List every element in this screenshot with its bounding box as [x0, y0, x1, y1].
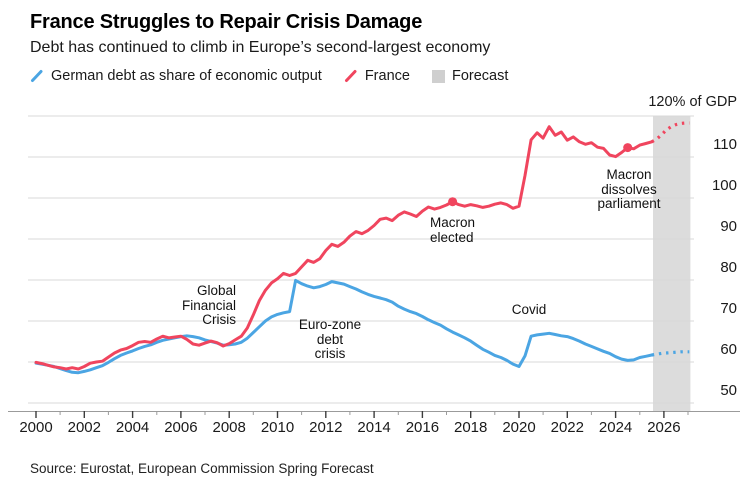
- x-tick-label-2022: 2022: [550, 419, 584, 436]
- y-tick-label-60: 60: [720, 341, 737, 358]
- annotation-4: Macron dissolves parliament: [597, 167, 661, 211]
- france-line-icon: [344, 70, 357, 82]
- x-tick-label-2020: 2020: [502, 419, 536, 436]
- legend-label-france: France: [364, 68, 410, 84]
- y-tick-label-110: 110: [713, 136, 737, 153]
- source-note: Source: Eurostat, European Commission Sp…: [30, 461, 374, 476]
- france-event-dot: [448, 197, 458, 207]
- x-tick-label-2002: 2002: [67, 419, 101, 436]
- y-tick-label-80: 80: [720, 259, 737, 276]
- x-tick-label-2024: 2024: [598, 419, 633, 436]
- x-tick-label-2016: 2016: [405, 419, 440, 436]
- legend-item-france: France: [344, 68, 410, 84]
- y-tick-label-90: 90: [720, 218, 737, 235]
- legend-label-germany: German debt as share of economic output: [51, 68, 322, 84]
- germany-line-icon: [31, 70, 43, 82]
- x-tick-label-2000: 2000: [19, 419, 53, 436]
- forecast-band: [653, 116, 691, 411]
- x-tick-label-2026: 2026: [647, 419, 681, 436]
- x-tick-label-2006: 2006: [164, 419, 198, 436]
- x-tick-label-2012: 2012: [309, 419, 343, 436]
- legend-item-forecast: Forecast: [431, 68, 509, 84]
- annotation-1: Euro-zone debt crisis: [298, 317, 362, 361]
- x-tick-label-2010: 2010: [260, 419, 295, 436]
- legend-item-germany: German debt as share of economic output: [30, 68, 322, 84]
- germany-line: [34, 278, 654, 375]
- forecast-swatch-icon: [431, 69, 445, 83]
- france-event-dot: [623, 143, 633, 153]
- legend-label-forecast: Forecast: [451, 68, 509, 84]
- annotation-0: Global Financial Crisis: [181, 283, 236, 327]
- y-tick-label-70: 70: [720, 300, 737, 317]
- legend: German debt as share of economic output …: [30, 68, 530, 84]
- annotation-3: Covid: [511, 302, 547, 317]
- x-tick-label-2014: 2014: [357, 419, 391, 436]
- france-line: [34, 125, 654, 371]
- x-tick-label-2008: 2008: [212, 419, 246, 436]
- y-tick-label-100: 100: [711, 177, 737, 194]
- x-tick-label-2018: 2018: [454, 419, 488, 436]
- x-tick-label-2004: 2004: [115, 419, 150, 436]
- chart-subtitle: Debt has continued to climb in Europe’s …: [30, 39, 491, 56]
- france-forecast-line: [651, 121, 690, 144]
- annotation-2: Macron elected: [430, 215, 476, 245]
- y-axis-top-label: 120% of GDP: [648, 94, 737, 110]
- y-tick-label-50: 50: [720, 382, 737, 399]
- chart-title: France Struggles to Repair Crisis Damage: [30, 11, 423, 33]
